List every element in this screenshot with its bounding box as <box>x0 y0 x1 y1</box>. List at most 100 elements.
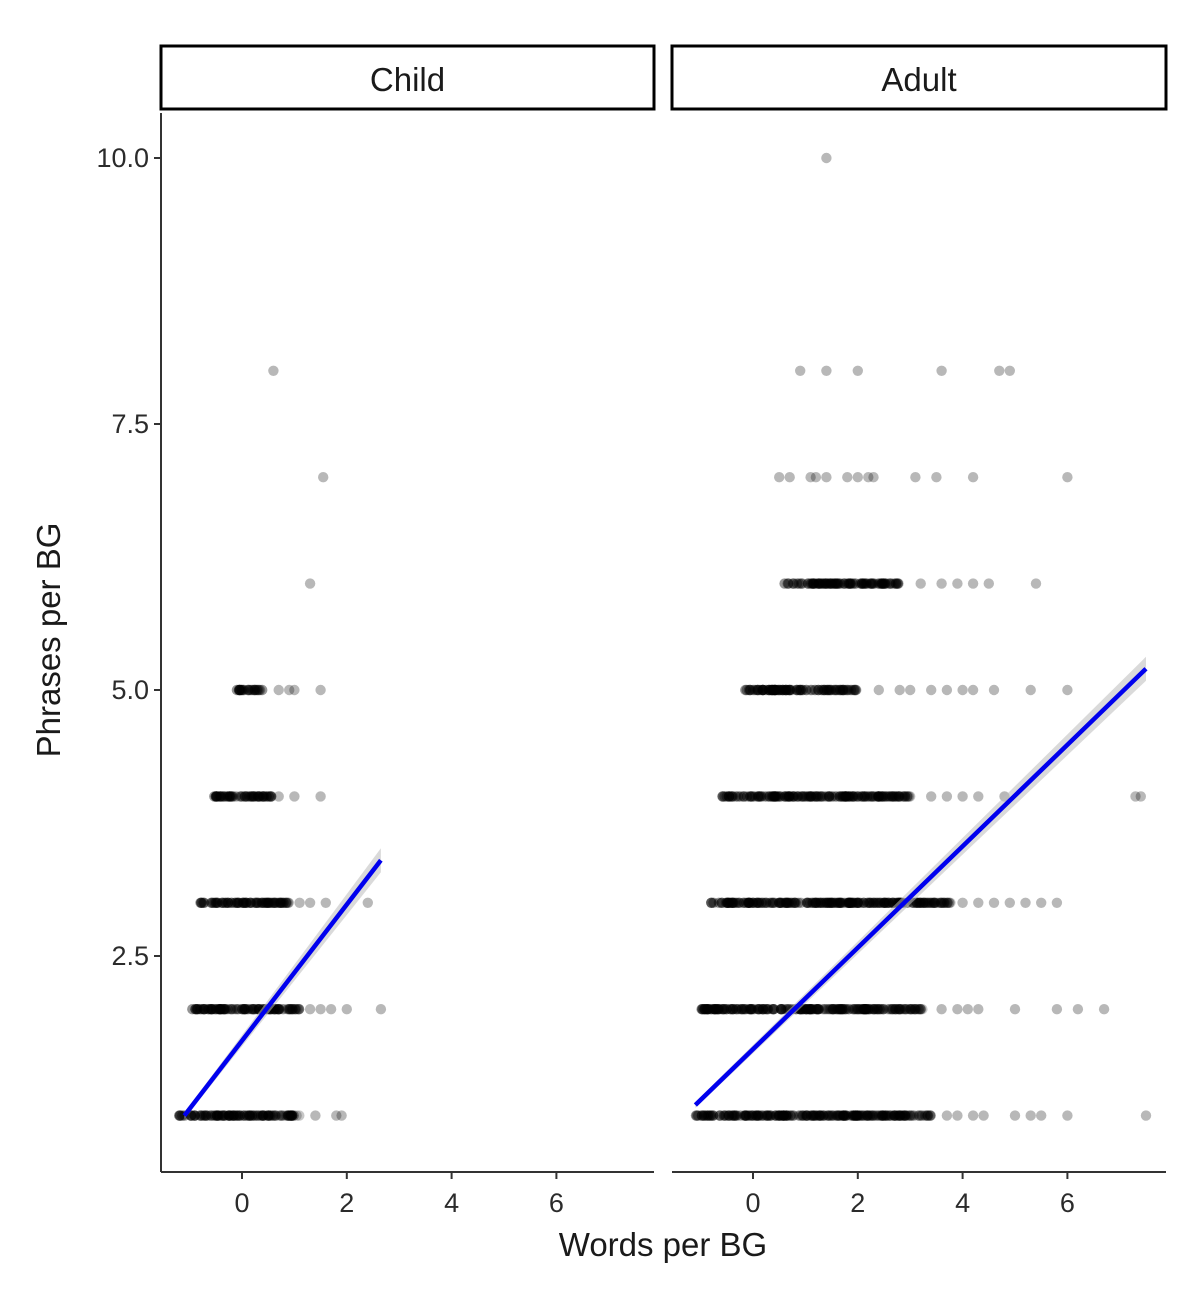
y-tick-label-2: 7.5 <box>111 409 149 439</box>
point-dense-0-1-102 <box>236 1004 248 1015</box>
point-dense-1-5-54 <box>859 578 871 589</box>
point-dense-1-1-56 <box>753 1004 764 1015</box>
point-dense-0-1-98 <box>293 1004 305 1015</box>
point-dense-1-1-127 <box>909 1004 921 1015</box>
point-dense-1-4-83 <box>824 684 835 696</box>
point-dense-1-0-34 <box>899 1110 910 1121</box>
point-dense-1-5-4 <box>813 578 824 589</box>
point-dense-1-1-80 <box>864 1004 875 1015</box>
point-dense-1-4-69 <box>763 684 775 696</box>
point-dense-1-0-112 <box>904 1110 916 1121</box>
point-dense-1-0-114 <box>919 1110 930 1121</box>
point-dense-1-2-101 <box>779 897 790 908</box>
point-dense-1-5-50 <box>823 578 835 589</box>
point-dense-1-0-179 <box>850 1110 861 1121</box>
point-dense-1-0-244 <box>743 1110 755 1121</box>
point-dense-1-3-58 <box>781 791 793 802</box>
point-dense-1-1-99 <box>804 1004 815 1015</box>
point-dense-0-4-18 <box>243 684 254 696</box>
point-dense-1-1-87 <box>801 1004 812 1015</box>
point-dense-1-1-22 <box>728 1004 739 1015</box>
point-dense-1-1-172 <box>827 1004 839 1015</box>
point-dense-1-3-2 <box>785 791 796 802</box>
point-dense-1-1-161 <box>913 1004 924 1015</box>
point-dense-1-5-59 <box>813 578 824 589</box>
point-dense-1-5-18 <box>828 578 839 589</box>
point-dense-0-1-59 <box>248 1004 259 1015</box>
point-dense-0-2-17 <box>273 897 284 908</box>
point-dense-1-3-167 <box>847 791 858 802</box>
point-dense-1-5-33 <box>805 578 816 589</box>
point-dense-1-4-62 <box>810 684 821 696</box>
point-dense-1-0-226 <box>851 1110 863 1121</box>
point-dense-1-1-174 <box>800 1004 812 1015</box>
point-dense-1-1-40 <box>805 1004 816 1015</box>
point-dense-0-0-86 <box>200 1110 212 1121</box>
point-dense-0-1-27 <box>237 1004 248 1015</box>
point-dense-1-3-53 <box>759 791 770 802</box>
point-dense-0-3-33 <box>263 791 274 802</box>
point-dense-1-1-226 <box>761 1004 772 1015</box>
point-dense-1-3-27 <box>875 791 886 802</box>
point-dense-0-2-8 <box>196 897 207 908</box>
point-dense-1-3-171 <box>817 791 828 802</box>
point-dense-0-1-55 <box>210 1004 221 1015</box>
point-dense-0-0-21 <box>275 1110 286 1121</box>
point-dense-0-1-29 <box>237 1004 249 1015</box>
point-dense-1-0-37 <box>857 1110 868 1121</box>
point-dense-1-2-112 <box>875 897 886 908</box>
point-dense-1-1-5 <box>721 1004 732 1015</box>
point-dense-1-4-9 <box>757 684 769 696</box>
point-dense-0-0-25 <box>263 1110 274 1121</box>
point-0-2-3 <box>362 897 373 908</box>
point-dense-0-2-43 <box>264 897 276 908</box>
point-dense-1-0-52 <box>753 1110 764 1121</box>
point-dense-1-0-208 <box>746 1110 757 1121</box>
point-dense-1-1-52 <box>867 1004 878 1015</box>
point-dense-0-0-22 <box>196 1110 207 1121</box>
point-dense-1-1-221 <box>712 1004 724 1015</box>
point-0-0-0 <box>310 1110 321 1121</box>
point-dense-0-2-23 <box>238 897 249 908</box>
point-dense-1-2-201 <box>855 897 866 908</box>
point-dense-1-3-76 <box>769 791 781 802</box>
point-dense-1-5-61 <box>830 578 841 589</box>
point-dense-1-3-38 <box>773 791 784 802</box>
point-dense-1-1-128 <box>718 1004 730 1015</box>
point-dense-1-4-94 <box>830 684 842 696</box>
point-dense-0-2-63 <box>218 897 229 908</box>
x-tick-label-0-2: 4 <box>444 1188 459 1218</box>
point-dense-1-1-139 <box>828 1004 839 1015</box>
point-dense-0-0-97 <box>283 1110 295 1121</box>
point-dense-1-0-181 <box>915 1110 926 1121</box>
point-dense-0-2-77 <box>199 897 210 908</box>
point-dense-1-5-115 <box>879 578 890 589</box>
point-dense-0-0-98 <box>283 1110 294 1121</box>
point-dense-0-2-72 <box>229 897 240 908</box>
point-dense-0-3-51 <box>244 791 256 802</box>
point-dense-0-0-27 <box>251 1110 262 1121</box>
point-dense-1-2-87 <box>917 897 929 908</box>
point-dense-0-0-90 <box>257 1110 268 1121</box>
point-dense-1-1-38 <box>804 1004 815 1015</box>
point-dense-1-0-237 <box>805 1110 816 1121</box>
point-dense-1-1-152 <box>804 1004 816 1015</box>
point-dense-1-0-132 <box>778 1110 789 1121</box>
point-dense-1-4-47 <box>764 684 775 696</box>
point-dense-1-0-0 <box>880 1110 891 1121</box>
point-dense-1-5-29 <box>866 578 877 589</box>
point-dense-1-0-150 <box>899 1110 910 1121</box>
point-dense-0-2-87 <box>198 897 209 908</box>
point-dense-0-0-71 <box>263 1110 274 1121</box>
point-dense-1-3-54 <box>840 791 852 802</box>
point-dense-1-3-96 <box>782 791 793 802</box>
point-dense-1-1-82 <box>806 1004 817 1015</box>
point-dense-1-2-82 <box>923 897 935 908</box>
point-dense-0-4-9 <box>251 684 263 696</box>
point-dense-1-3-4 <box>768 791 780 802</box>
point-dense-0-1-57 <box>249 1004 261 1015</box>
point-dense-1-0-83 <box>788 1110 799 1121</box>
point-dense-0-2-27 <box>263 897 274 908</box>
point-1-6-0 <box>774 472 785 483</box>
